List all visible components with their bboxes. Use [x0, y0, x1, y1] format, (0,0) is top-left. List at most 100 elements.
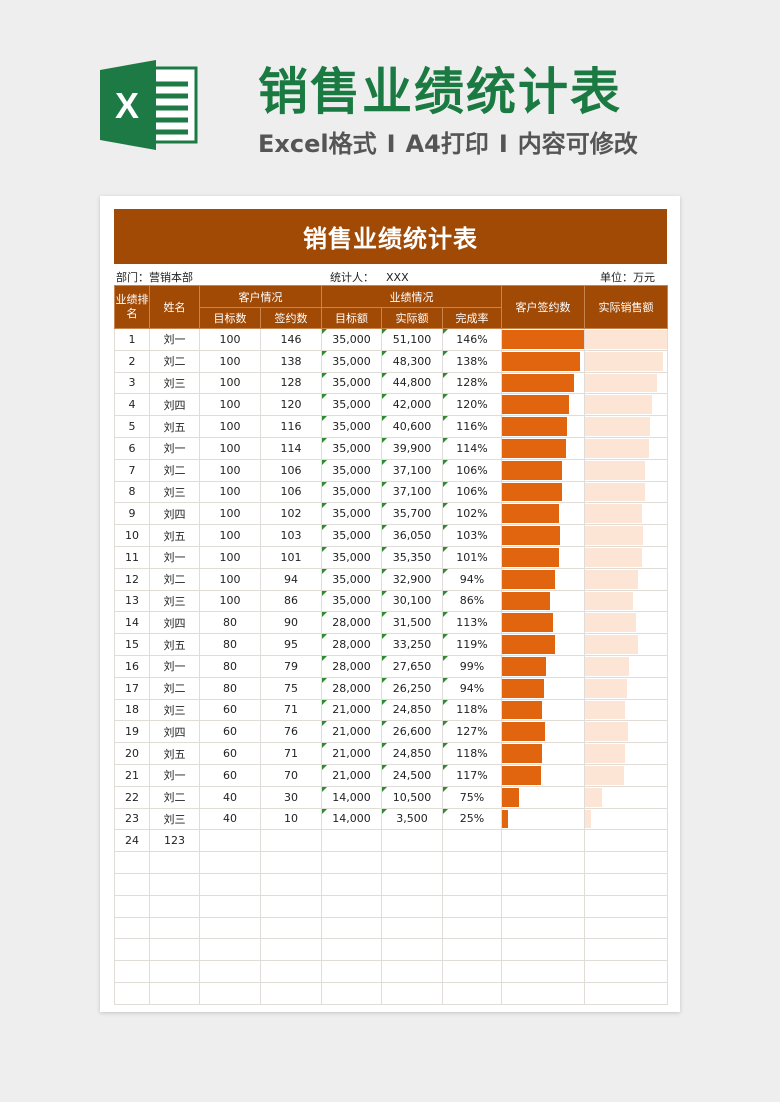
name-cell[interactable]	[149, 851, 200, 874]
target-count-cell[interactable]: 80	[199, 676, 261, 700]
sales-bar-cell[interactable]	[584, 938, 668, 962]
signed-count-cell[interactable]: 120	[260, 393, 322, 417]
signed-count-cell[interactable]: 102	[260, 502, 322, 526]
signed-bar-cell[interactable]	[501, 393, 585, 417]
signed-count-cell[interactable]: 10	[260, 807, 322, 831]
signed-bar-cell[interactable]	[501, 502, 585, 526]
target-amount-cell[interactable]: 28,000	[321, 654, 382, 678]
actual-amount-cell[interactable]: 35,700	[381, 502, 443, 526]
sales-bar-cell[interactable]	[584, 371, 668, 395]
signed-count-cell[interactable]: 70	[260, 763, 322, 787]
target-amount-cell[interactable]: 35,000	[321, 349, 382, 373]
target-count-cell[interactable]: 40	[199, 807, 261, 831]
target-amount-cell[interactable]: 35,000	[321, 415, 382, 438]
signed-bar-cell[interactable]	[501, 742, 585, 765]
target-count-cell[interactable]: 100	[199, 545, 261, 569]
completion-rate-cell[interactable]	[442, 938, 502, 962]
rank-cell[interactable]: 2	[114, 349, 150, 373]
actual-amount-cell[interactable]: 44,800	[381, 371, 443, 395]
target-count-cell[interactable]: 100	[199, 436, 261, 460]
target-amount-cell[interactable]: 35,000	[321, 480, 382, 504]
actual-amount-cell[interactable]: 3,500	[381, 807, 443, 831]
signed-bar-cell[interactable]	[501, 654, 585, 678]
actual-amount-cell[interactable]: 30,100	[381, 589, 443, 613]
sales-bar-cell[interactable]	[584, 567, 668, 591]
rank-cell[interactable]: 4	[114, 393, 150, 417]
signed-count-cell[interactable]: 71	[260, 698, 322, 722]
completion-rate-cell[interactable]: 113%	[442, 611, 502, 635]
actual-amount-cell[interactable]: 48,300	[381, 349, 443, 373]
completion-rate-cell[interactable]: 117%	[442, 763, 502, 787]
name-cell[interactable]: 刘二	[149, 676, 200, 700]
target-amount-cell[interactable]: 35,000	[321, 436, 382, 460]
name-cell[interactable]: 刘三	[149, 371, 200, 395]
name-cell[interactable]: 刘五	[149, 633, 200, 656]
target-amount-cell[interactable]: 35,000	[321, 524, 382, 547]
signed-count-cell[interactable]	[260, 916, 322, 940]
sales-bar-cell[interactable]	[584, 763, 668, 787]
signed-count-cell[interactable]: 94	[260, 567, 322, 591]
completion-rate-cell[interactable]: 94%	[442, 567, 502, 591]
rank-cell[interactable]: 11	[114, 545, 150, 569]
completion-rate-cell[interactable]: 119%	[442, 633, 502, 656]
rank-cell[interactable]	[114, 938, 150, 962]
rank-cell[interactable]: 18	[114, 698, 150, 722]
rank-cell[interactable]	[114, 981, 150, 1005]
name-cell[interactable]	[149, 916, 200, 940]
target-count-cell[interactable]: 100	[199, 589, 261, 613]
name-cell[interactable]: 刘二	[149, 458, 200, 482]
target-count-cell[interactable]: 60	[199, 698, 261, 722]
target-count-cell[interactable]: 60	[199, 720, 261, 744]
actual-amount-cell[interactable]	[381, 872, 443, 896]
signed-count-cell[interactable]: 128	[260, 371, 322, 395]
completion-rate-cell[interactable]: 118%	[442, 742, 502, 765]
target-amount-cell[interactable]: 21,000	[321, 763, 382, 787]
signed-count-cell[interactable]	[260, 938, 322, 962]
sales-bar-cell[interactable]	[584, 458, 668, 482]
sales-bar-cell[interactable]	[584, 960, 668, 983]
signed-bar-cell[interactable]	[501, 720, 585, 744]
signed-count-cell[interactable]: 76	[260, 720, 322, 744]
rank-cell[interactable]: 23	[114, 807, 150, 831]
sales-bar-cell[interactable]	[584, 436, 668, 460]
rank-cell[interactable]: 15	[114, 633, 150, 656]
signed-count-cell[interactable]: 114	[260, 436, 322, 460]
target-count-cell[interactable]: 100	[199, 502, 261, 526]
actual-amount-cell[interactable]	[381, 938, 443, 962]
rank-cell[interactable]: 10	[114, 524, 150, 547]
actual-amount-cell[interactable]: 37,100	[381, 480, 443, 504]
signed-bar-cell[interactable]	[501, 807, 585, 831]
name-cell[interactable]: 刘一	[149, 545, 200, 569]
signed-count-cell[interactable]: 146	[260, 328, 322, 351]
target-amount-cell[interactable]: 21,000	[321, 742, 382, 765]
completion-rate-cell[interactable]	[442, 916, 502, 940]
signed-count-cell[interactable]	[260, 851, 322, 874]
actual-amount-cell[interactable]	[381, 981, 443, 1005]
target-count-cell[interactable]: 100	[199, 415, 261, 438]
signed-bar-cell[interactable]	[501, 633, 585, 656]
name-cell[interactable]	[149, 872, 200, 896]
actual-amount-cell[interactable]	[381, 851, 443, 874]
signed-count-cell[interactable]: 101	[260, 545, 322, 569]
completion-rate-cell[interactable]: 106%	[442, 480, 502, 504]
signed-count-cell[interactable]	[260, 981, 322, 1005]
signed-bar-cell[interactable]	[501, 589, 585, 613]
rank-cell[interactable]: 14	[114, 611, 150, 635]
rank-cell[interactable]: 22	[114, 785, 150, 809]
completion-rate-cell[interactable]: 127%	[442, 720, 502, 744]
sales-bar-cell[interactable]	[584, 916, 668, 940]
signed-bar-cell[interactable]	[501, 436, 585, 460]
rank-cell[interactable]: 3	[114, 371, 150, 395]
rank-cell[interactable]: 9	[114, 502, 150, 526]
completion-rate-cell[interactable]	[442, 894, 502, 918]
target-amount-cell[interactable]: 21,000	[321, 720, 382, 744]
actual-amount-cell[interactable]: 35,350	[381, 545, 443, 569]
signed-bar-cell[interactable]	[501, 938, 585, 962]
actual-amount-cell[interactable]: 26,250	[381, 676, 443, 700]
actual-amount-cell[interactable]: 24,850	[381, 742, 443, 765]
sales-bar-cell[interactable]	[584, 611, 668, 635]
signed-bar-cell[interactable]	[501, 960, 585, 983]
target-amount-cell[interactable]: 35,000	[321, 589, 382, 613]
actual-amount-cell[interactable]: 27,650	[381, 654, 443, 678]
sales-bar-cell[interactable]	[584, 502, 668, 526]
